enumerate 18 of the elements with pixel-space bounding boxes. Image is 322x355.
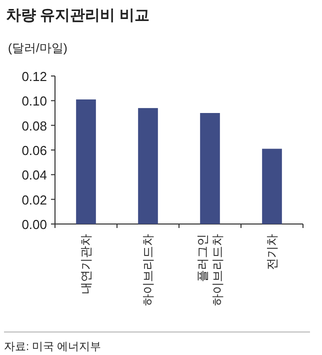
x-tick-label: 플러그인 하이브리드차 bbox=[196, 234, 224, 306]
y-tick-label: 0.08 bbox=[22, 118, 47, 134]
bar bbox=[138, 108, 158, 224]
y-axis-title: (달러/마일) bbox=[8, 41, 68, 55]
bar bbox=[200, 113, 220, 224]
y-tick-label: 0.00 bbox=[22, 217, 47, 232]
bar bbox=[76, 99, 96, 224]
text: 자료: 미국 에너지부 bbox=[4, 341, 102, 353]
y-tick-label: 0.04 bbox=[22, 168, 47, 183]
y-tick-label: 0.12 bbox=[22, 69, 47, 84]
chart-title: 차량 유지관리비 비교 bbox=[6, 7, 150, 24]
y-tick-label: 0.10 bbox=[22, 94, 47, 109]
y-tick-label: 0.02 bbox=[22, 192, 47, 208]
y-tick-label: 0.06 bbox=[22, 143, 47, 158]
bar bbox=[262, 148, 282, 224]
x-tick-label: 내연기관차 bbox=[79, 234, 93, 294]
x-tick-label: 하이브리드차 bbox=[141, 234, 155, 306]
x-tick-label: 전기차 bbox=[265, 234, 279, 270]
